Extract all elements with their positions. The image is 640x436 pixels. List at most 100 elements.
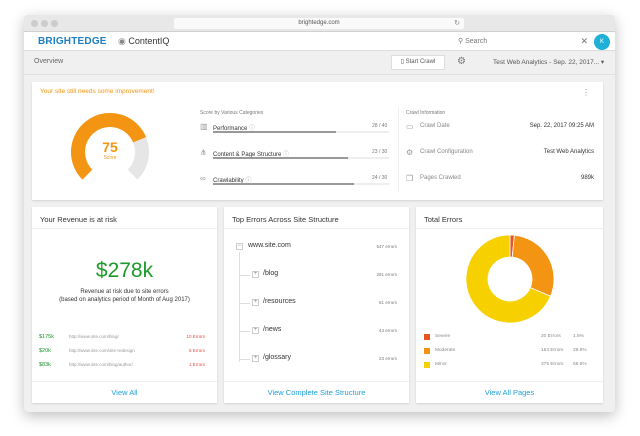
category-score: 28 / 40 bbox=[372, 123, 388, 129]
tree-line bbox=[239, 252, 240, 362]
sitemap-icon: ⋔ bbox=[200, 148, 207, 157]
row-url[interactable]: http://www.site.com/blog/ bbox=[69, 334, 119, 339]
expand-icon[interactable]: + bbox=[252, 327, 259, 334]
legend-percent: 1.6% bbox=[573, 334, 584, 339]
row-errors: 5 Errors bbox=[188, 348, 205, 353]
tree-branch bbox=[239, 303, 250, 304]
page-title: Overview bbox=[34, 58, 64, 65]
gear-icon: ⚙ bbox=[406, 148, 414, 157]
row-url[interactable]: http://www.site.com/blog/author/ bbox=[69, 362, 133, 367]
expand-icon[interactable]: + bbox=[252, 355, 259, 362]
site-structure-card: Top Errors Across Site Structure − www.s… bbox=[224, 207, 409, 403]
improvement-message: Your site still needs some improvement! bbox=[40, 88, 155, 95]
legend-label: Moderate bbox=[435, 348, 456, 353]
category-score: 23 / 30 bbox=[372, 149, 388, 155]
crawl-value: 989k bbox=[580, 175, 594, 181]
tree-branch bbox=[239, 359, 250, 360]
reload-icon[interactable]: ↻ bbox=[454, 20, 460, 27]
document-icon: ▯ bbox=[400, 59, 406, 65]
product-label: ContentIQ bbox=[128, 36, 170, 46]
collapse-icon[interactable]: − bbox=[236, 243, 243, 250]
errors-donut-chart bbox=[465, 234, 555, 324]
view-all-link[interactable]: View All bbox=[32, 381, 217, 403]
expand-icon[interactable]: + bbox=[252, 299, 259, 306]
donut-slice-minor[interactable] bbox=[465, 234, 552, 324]
total-errors-card: Total Errors Severe 20 Errors 1.6% Moder… bbox=[416, 207, 603, 403]
info-icon[interactable]: ⓘ bbox=[283, 152, 290, 158]
node-errors: 61 errors bbox=[378, 300, 397, 305]
view-complete-structure-link[interactable]: View Complete Site Structure bbox=[224, 381, 409, 403]
node-label[interactable]: /glossary bbox=[263, 354, 292, 361]
crawl-label: Crawl Configuration bbox=[420, 149, 473, 155]
donut-slice-moderate[interactable] bbox=[511, 234, 555, 297]
revenue-card: Your Revenue is at risk $278k Revenue at… bbox=[32, 207, 217, 403]
bar-chart-icon: ▥ bbox=[200, 122, 208, 131]
divider bbox=[398, 108, 399, 192]
analytics-selector[interactable]: Test Web Analytics - Sep. 22, 2017... ▾ bbox=[493, 58, 604, 66]
url-text: brightedge.com bbox=[298, 20, 340, 26]
categories-title: Score by Various Categories bbox=[200, 110, 264, 116]
legend-label: Minor bbox=[435, 362, 447, 367]
binoculars-icon: ∞ bbox=[200, 174, 206, 183]
summary-card: Your site still needs some improvement! … bbox=[32, 82, 603, 200]
revenue-period: (based on analytics period of Month of A… bbox=[59, 297, 190, 303]
legend-label: Severe bbox=[435, 334, 451, 339]
legend-errors: 163 Errors bbox=[541, 348, 564, 353]
crawl-info-title: Crawl Information bbox=[406, 110, 446, 116]
title-bar: brightedge.com ↻ bbox=[24, 15, 615, 32]
root-node-errors: 547 errors bbox=[376, 244, 397, 249]
view-all-pages-link[interactable]: View All Pages bbox=[416, 381, 603, 403]
clear-search-icon[interactable]: ✕ bbox=[580, 36, 588, 46]
node-label[interactable]: /news bbox=[263, 326, 282, 333]
score-label: Score bbox=[103, 155, 117, 161]
tree-branch bbox=[239, 275, 250, 276]
settings-gear-icon[interactable]: ⚙ bbox=[457, 56, 466, 67]
node-errors: 23 errors bbox=[378, 356, 397, 361]
node-errors: 261 errors bbox=[376, 272, 397, 277]
category-label: Crawlability ⓘ bbox=[213, 178, 252, 184]
minimize-window-button[interactable] bbox=[41, 20, 48, 27]
avatar[interactable]: K bbox=[594, 34, 610, 50]
address-bar[interactable]: brightedge.com ↻ bbox=[174, 18, 464, 29]
category-progress-bar bbox=[213, 183, 389, 185]
category-label: Performance ⓘ bbox=[213, 126, 256, 132]
tree-branch bbox=[239, 331, 250, 332]
info-icon[interactable]: ⓘ bbox=[245, 178, 252, 184]
pages-icon: ❐ bbox=[406, 174, 414, 183]
close-window-button[interactable] bbox=[31, 20, 38, 27]
row-errors: 1 Errors bbox=[188, 362, 205, 367]
selector-value: Test Web Analytics - Sep. 22, 2017... bbox=[493, 59, 600, 66]
product-name: ◉ ContentIQ bbox=[118, 36, 169, 47]
brightedge-logo[interactable]: BRIGHTEDGE bbox=[38, 36, 107, 47]
search-input[interactable]: ⚲ Search ✕ bbox=[458, 34, 588, 49]
legend-swatch bbox=[424, 334, 430, 340]
category-score: 24 / 30 bbox=[372, 175, 388, 181]
row-amount: $20k bbox=[39, 348, 51, 354]
info-icon[interactable]: ⓘ bbox=[249, 126, 256, 132]
category-progress-bar bbox=[213, 157, 389, 159]
legend-percent: 29.8% bbox=[573, 348, 587, 353]
start-crawl-label: Start Crawl bbox=[405, 59, 436, 65]
row-errors: 10 Errors bbox=[186, 334, 205, 339]
crawl-label: Pages Crawled bbox=[420, 175, 461, 181]
score-gauge bbox=[71, 113, 149, 180]
legend-swatch bbox=[424, 362, 430, 368]
row-url[interactable]: http://www.site.com/site-redesign bbox=[69, 348, 135, 353]
root-node-label[interactable]: www.site.com bbox=[248, 242, 291, 249]
search-icon: ⚲ bbox=[458, 38, 466, 45]
contentiq-icon: ◉ bbox=[118, 36, 129, 46]
gauge-fill bbox=[71, 113, 147, 180]
structure-title: Top Errors Across Site Structure bbox=[224, 207, 409, 229]
more-options-icon[interactable]: ⋮ bbox=[582, 88, 590, 97]
start-crawl-button[interactable]: ▯ Start Crawl bbox=[391, 55, 445, 70]
expand-icon[interactable]: + bbox=[252, 271, 259, 278]
search-placeholder: Search bbox=[465, 38, 488, 45]
node-label[interactable]: /blog bbox=[263, 270, 279, 277]
legend-errors: 375 Errors bbox=[541, 362, 564, 367]
row-amount: $83k bbox=[39, 362, 51, 368]
legend-errors: 20 Errors bbox=[541, 334, 561, 339]
revenue-amount: $278k bbox=[95, 259, 154, 282]
zoom-window-button[interactable] bbox=[51, 20, 58, 27]
node-label[interactable]: /resources bbox=[263, 298, 296, 305]
crawl-label: Crawl Date bbox=[420, 123, 450, 129]
